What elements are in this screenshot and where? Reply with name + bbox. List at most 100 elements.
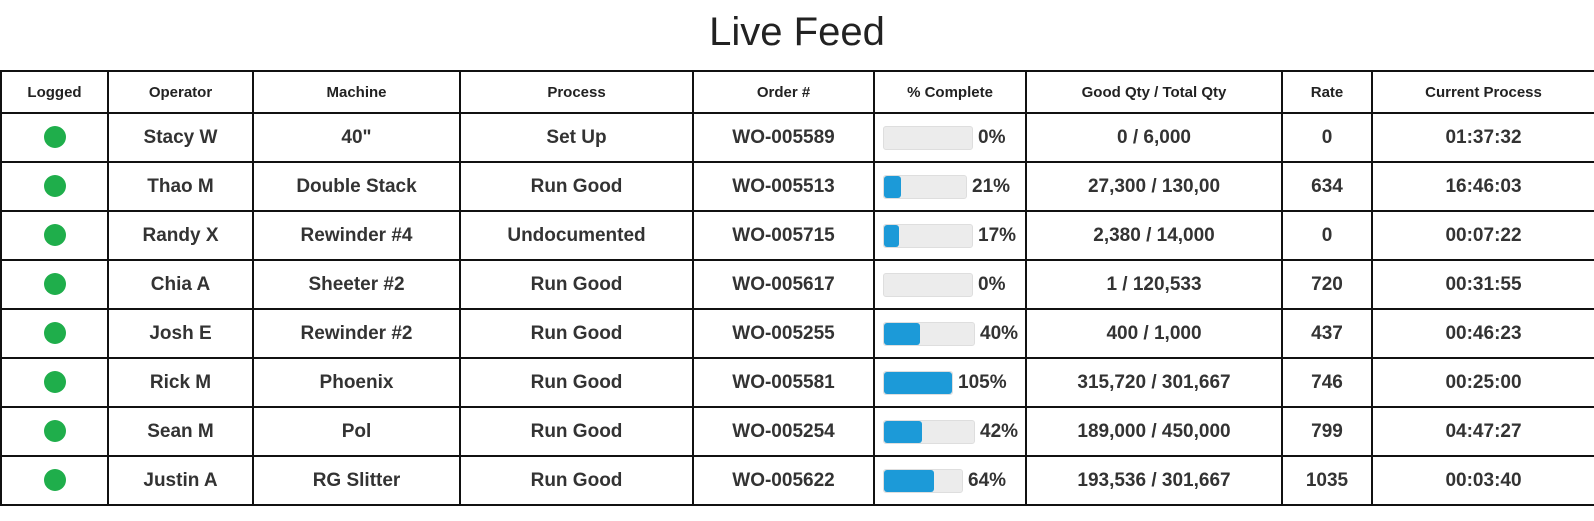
- order-cell: WO-005622: [692, 455, 875, 506]
- table-row[interactable]: Josh E Rewinder #2 Run Good WO-005255 40…: [0, 308, 1594, 359]
- header-operator[interactable]: Operator: [107, 70, 254, 114]
- process-cell: Run Good: [459, 455, 694, 506]
- process-cell: Run Good: [459, 357, 694, 408]
- live-feed-table: Logged Operator Machine Process Order # …: [0, 70, 1594, 506]
- qty-cell: 27,300 / 130,00: [1025, 161, 1283, 212]
- progress-bar: [883, 321, 975, 346]
- header-percent-complete[interactable]: % Complete: [873, 70, 1027, 114]
- progress-fill: [884, 420, 922, 443]
- qty-cell: 2,380 / 14,000: [1025, 210, 1283, 261]
- operator-cell: Stacy W: [107, 112, 254, 163]
- header-process[interactable]: Process: [459, 70, 694, 114]
- page-title: Live Feed: [709, 10, 885, 54]
- process-cell: Run Good: [459, 406, 694, 457]
- status-dot-icon: [43, 224, 66, 247]
- status-dot-icon: [43, 469, 66, 492]
- current-process-cell: 00:03:40: [1371, 455, 1594, 506]
- progress-fill: [884, 224, 899, 247]
- qty-cell: 189,000 / 450,000: [1025, 406, 1283, 457]
- machine-cell: Sheeter #2: [252, 259, 461, 310]
- table-row[interactable]: Chia A Sheeter #2 Run Good WO-005617 0% …: [0, 259, 1594, 310]
- header-current-process[interactable]: Current Process: [1371, 70, 1594, 114]
- process-cell: Set Up: [459, 112, 694, 163]
- rate-cell: 799: [1281, 406, 1373, 457]
- rate-cell: 0: [1281, 210, 1373, 261]
- logged-cell: [0, 210, 109, 261]
- header-machine[interactable]: Machine: [252, 70, 461, 114]
- qty-cell: 315,720 / 301,667: [1025, 357, 1283, 408]
- current-process-cell: 00:25:00: [1371, 357, 1594, 408]
- order-cell: WO-005254: [692, 406, 875, 457]
- header-logged[interactable]: Logged: [0, 70, 109, 114]
- progress-fill: [884, 469, 934, 492]
- table-row[interactable]: Randy X Rewinder #4 Undocumented WO-0057…: [0, 210, 1594, 261]
- table-row[interactable]: Justin A RG Slitter Run Good WO-005622 6…: [0, 455, 1594, 506]
- table-header-row: Logged Operator Machine Process Order # …: [0, 70, 1594, 114]
- machine-cell: Pol: [252, 406, 461, 457]
- process-cell: Run Good: [459, 259, 694, 310]
- operator-cell: Josh E: [107, 308, 254, 359]
- progress-bar: [883, 223, 973, 248]
- machine-cell: RG Slitter: [252, 455, 461, 506]
- progress-bar: [883, 419, 975, 444]
- percent-label: 17%: [978, 224, 1017, 246]
- operator-cell: Justin A: [107, 455, 254, 506]
- current-process-cell: 01:37:32: [1371, 112, 1594, 163]
- operator-cell: Rick M: [107, 357, 254, 408]
- logged-cell: [0, 357, 109, 408]
- header-qty[interactable]: Good Qty / Total Qty: [1025, 70, 1283, 114]
- percent-complete-cell: 42%: [873, 406, 1027, 457]
- percent-label: 42%: [980, 420, 1019, 442]
- logged-cell: [0, 308, 109, 359]
- order-cell: WO-005255: [692, 308, 875, 359]
- current-process-cell: 00:46:23: [1371, 308, 1594, 359]
- status-dot-icon: [43, 371, 66, 394]
- logged-cell: [0, 259, 109, 310]
- progress-bar: [883, 370, 953, 395]
- rate-cell: 437: [1281, 308, 1373, 359]
- percent-complete-cell: 0%: [873, 112, 1027, 163]
- percent-complete-cell: 64%: [873, 455, 1027, 506]
- logged-cell: [0, 161, 109, 212]
- percent-label: 0%: [978, 273, 1006, 295]
- status-dot-icon: [43, 126, 66, 149]
- process-cell: Run Good: [459, 161, 694, 212]
- percent-label: 40%: [980, 322, 1019, 344]
- table-row[interactable]: Thao M Double Stack Run Good WO-005513 2…: [0, 161, 1594, 212]
- order-cell: WO-005581: [692, 357, 875, 408]
- progress-fill: [884, 175, 902, 198]
- qty-cell: 193,536 / 301,667: [1025, 455, 1283, 506]
- operator-cell: Chia A: [107, 259, 254, 310]
- progress-bar: [883, 125, 973, 150]
- order-cell: WO-005617: [692, 259, 875, 310]
- rate-cell: 720: [1281, 259, 1373, 310]
- current-process-cell: 04:47:27: [1371, 406, 1594, 457]
- header-order[interactable]: Order #: [692, 70, 875, 114]
- percent-label: 105%: [958, 371, 1007, 393]
- progress-bar: [883, 174, 967, 199]
- header-rate[interactable]: Rate: [1281, 70, 1373, 114]
- percent-label: 21%: [972, 175, 1011, 197]
- machine-cell: 40": [252, 112, 461, 163]
- percent-label: 0%: [978, 126, 1006, 148]
- progress-fill: [884, 371, 952, 394]
- machine-cell: Double Stack: [252, 161, 461, 212]
- operator-cell: Sean M: [107, 406, 254, 457]
- progress-bar: [883, 468, 963, 493]
- machine-cell: Rewinder #2: [252, 308, 461, 359]
- order-cell: WO-005513: [692, 161, 875, 212]
- logged-cell: [0, 455, 109, 506]
- progress-fill: [884, 322, 920, 345]
- percent-complete-cell: 105%: [873, 357, 1027, 408]
- qty-cell: 400 / 1,000: [1025, 308, 1283, 359]
- table-row[interactable]: Sean M Pol Run Good WO-005254 42% 189,00…: [0, 406, 1594, 457]
- logged-cell: [0, 112, 109, 163]
- table-row[interactable]: Stacy W 40" Set Up WO-005589 0% 0 / 6,00…: [0, 112, 1594, 163]
- process-cell: Undocumented: [459, 210, 694, 261]
- percent-complete-cell: 17%: [873, 210, 1027, 261]
- table-row[interactable]: Rick M Phoenix Run Good WO-005581 105% 3…: [0, 357, 1594, 408]
- order-cell: WO-005715: [692, 210, 875, 261]
- percent-label: 64%: [968, 469, 1007, 491]
- progress-bar: [883, 272, 973, 297]
- current-process-cell: 00:31:55: [1371, 259, 1594, 310]
